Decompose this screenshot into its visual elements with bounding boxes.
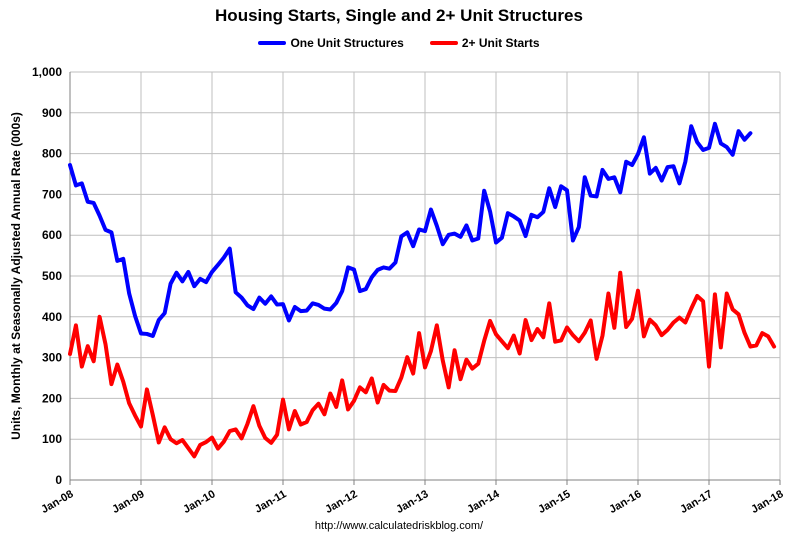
y-tick-label: 200 [42, 391, 62, 405]
x-tick-label: Jan-13 [394, 488, 430, 516]
x-tick-label: Jan-12 [323, 488, 359, 516]
x-tick-label: Jan-10 [181, 488, 217, 516]
x-tick-label: Jan-14 [465, 488, 502, 516]
y-tick-label: 0 [55, 473, 62, 487]
y-tick-label: 800 [42, 147, 62, 161]
legend-swatch-one-unit [258, 41, 287, 45]
x-tick-label: Jan-08 [39, 488, 75, 516]
y-tick-label: 300 [42, 351, 62, 365]
y-axis-label: Units, Monthly at Seasonally Adjusted An… [9, 112, 23, 440]
chart-title: Housing Starts, Single and 2+ Unit Struc… [215, 6, 583, 25]
legend-item-multi-unit: 2+ Unit Starts [429, 36, 540, 50]
legend-label-multi-unit: 2+ Unit Starts [461, 36, 540, 50]
legend: One Unit Structures 2+ Unit Starts [0, 36, 798, 50]
source-note: http://www.calculatedriskblog.com/ [314, 520, 484, 532]
y-tick-label: 500 [42, 269, 62, 283]
x-tick-label: Jan-18 [749, 488, 785, 516]
y-tick-label: 900 [42, 106, 62, 120]
series-line-multi-unit [68, 270, 777, 459]
x-tick-label: Jan-09 [110, 488, 146, 516]
x-tick-label: Jan-16 [607, 488, 643, 516]
x-tick-label: Jan-11 [253, 488, 289, 516]
y-tick-label: 700 [42, 187, 62, 201]
legend-item-one-unit: One Unit Structures [258, 36, 404, 50]
axes: 0 100 200 300 400 500 600 700 800 900 1,000 Jan-08 J… [32, 65, 786, 516]
x-tick-label: Jan-17 [678, 488, 714, 516]
y-tick-label: 400 [42, 310, 62, 324]
y-tick-label: 600 [42, 228, 62, 242]
legend-label-one-unit: One Unit Structures [290, 36, 404, 50]
series-line-one-unit [68, 121, 753, 338]
series-lines [68, 121, 777, 459]
x-tick-label: Jan-15 [536, 488, 572, 516]
y-tick-label: 100 [42, 432, 62, 446]
legend-swatch-multi-unit [429, 41, 458, 45]
y-tick-label: 1,000 [32, 65, 62, 79]
